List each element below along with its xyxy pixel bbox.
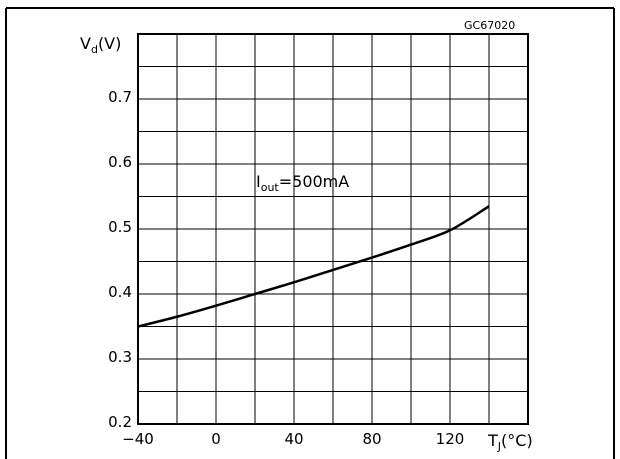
x-tick-label: 40 xyxy=(284,430,304,448)
x-tick-label: 120 xyxy=(435,430,465,448)
y-tick-label: 0.7 xyxy=(108,88,132,106)
y-axis-label: Vd(V) xyxy=(80,34,121,56)
x-tick-label: −40 xyxy=(122,430,154,448)
x-axis-subscript: J xyxy=(497,440,502,453)
y-tick-label: 0.2 xyxy=(108,413,132,431)
grid xyxy=(138,34,528,424)
x-axis-symbol: T xyxy=(488,431,498,450)
annotation-value: =500mA xyxy=(278,172,350,191)
y-tick-label: 0.5 xyxy=(108,218,132,236)
y-axis-unit: (V) xyxy=(97,34,122,53)
y-tick-label: 0.6 xyxy=(108,153,132,171)
plot-area xyxy=(137,33,529,425)
x-axis-unit: (°C) xyxy=(501,431,533,450)
y-tick-label: 0.3 xyxy=(108,348,132,366)
series-line xyxy=(137,205,490,328)
y-tick-label: 0.4 xyxy=(108,283,132,301)
x-axis-label: TJ(°C) xyxy=(488,431,533,453)
annotation-subscript: out xyxy=(260,181,279,194)
x-tick-label: 80 xyxy=(362,430,382,448)
y-axis-subscript: d xyxy=(90,43,98,56)
curve-annotation: Iout=500mA xyxy=(256,172,349,194)
figure-id: GC67020 xyxy=(464,19,516,32)
annotation-symbol: I xyxy=(256,172,261,191)
y-axis-symbol: V xyxy=(80,34,91,53)
x-tick-label: 0 xyxy=(211,430,221,448)
